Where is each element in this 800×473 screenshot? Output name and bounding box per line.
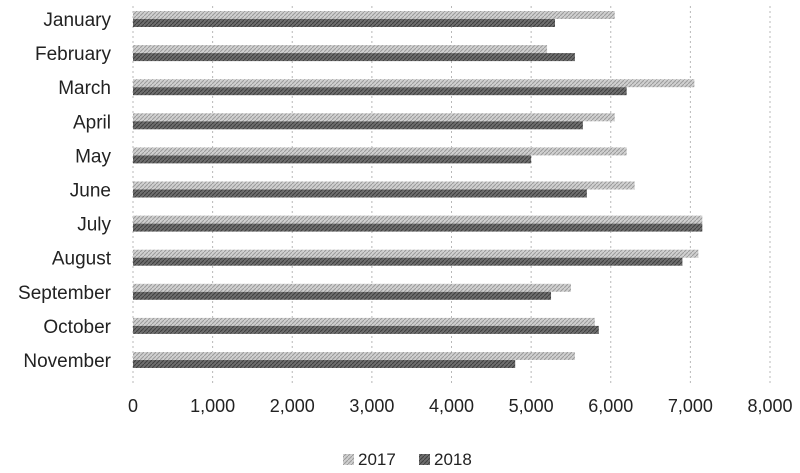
category-label: February [35, 44, 112, 65]
category-label: November [23, 351, 111, 372]
category-label: October [43, 317, 111, 338]
bar-2017-march [133, 79, 695, 88]
bar-2017-november [133, 352, 575, 360]
bar-2017-january [133, 11, 615, 19]
x-tick-label: 5,000 [509, 396, 554, 416]
bar-2017-september [133, 283, 571, 292]
x-tick-label: 0 [128, 396, 138, 416]
bar-2018-july [133, 223, 703, 232]
category-label: January [43, 10, 111, 31]
category-label: August [52, 249, 112, 270]
legend-swatch-2017 [343, 454, 354, 465]
bar-2018-january [133, 19, 556, 27]
legend-label-2017: 2017 [358, 450, 396, 469]
bar-2018-april [133, 121, 583, 130]
x-tick-label: 7,000 [668, 396, 713, 416]
bar-2018-october [133, 325, 599, 334]
bar-2017-august [133, 249, 699, 258]
x-tick-label: 8,000 [747, 396, 792, 416]
legend-label-2018: 2018 [434, 450, 472, 469]
bar-2017-february [133, 45, 548, 54]
bar-2018-september [133, 291, 552, 300]
bar-2017-may [133, 147, 627, 156]
x-tick-label: 6,000 [588, 396, 633, 416]
legend-swatch-2018 [419, 454, 430, 465]
category-label: April [73, 112, 111, 133]
category-label: May [75, 146, 111, 167]
bar-2018-november [133, 360, 516, 368]
bar-2017-june [133, 181, 635, 190]
x-tick-label: 3,000 [349, 396, 394, 416]
category-label: March [58, 78, 111, 99]
bar-2017-july [133, 215, 703, 224]
bar-2017-april [133, 113, 615, 122]
category-label: July [77, 215, 111, 236]
bar-2018-may [133, 155, 532, 164]
category-label: June [70, 181, 111, 202]
bar-2018-june [133, 189, 587, 198]
bar-2017-october [133, 317, 595, 326]
x-tick-label: 2,000 [270, 396, 315, 416]
x-tick-label: 1,000 [190, 396, 235, 416]
bar-2018-march [133, 87, 627, 96]
x-tick-label: 4,000 [429, 396, 474, 416]
bar-2018-february [133, 53, 575, 62]
bar-2018-august [133, 257, 683, 266]
category-label: September [18, 283, 112, 304]
